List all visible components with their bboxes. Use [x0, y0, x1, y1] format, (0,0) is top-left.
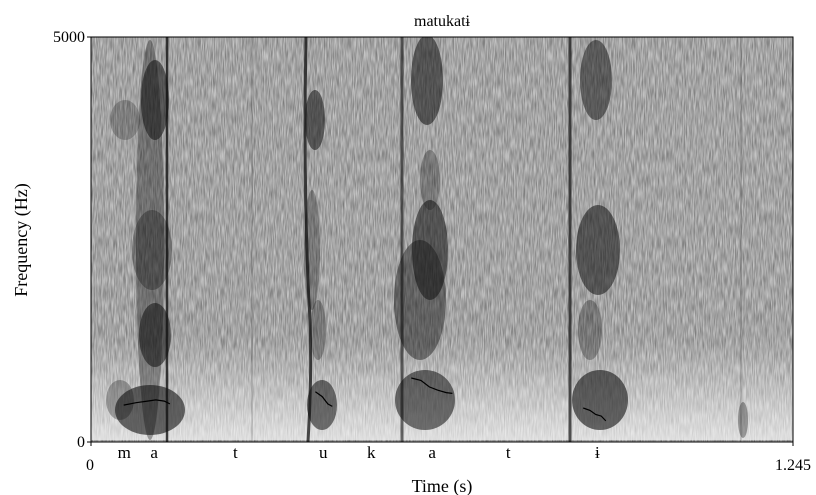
plot-frame [90, 36, 794, 443]
segment-label: m [118, 443, 131, 462]
segment-label: t [506, 443, 511, 462]
chart-title: matukatɨ [414, 13, 471, 30]
formant-trace-3 [583, 407, 607, 422]
y-tick-label-max: 5000 [53, 29, 85, 46]
formant-trace-2 [411, 377, 453, 394]
y-axis-label: Frequency (Hz) [11, 183, 32, 296]
formant-trace-1 [315, 391, 333, 407]
release-bursts [165, 37, 742, 442]
formant-traces [123, 377, 607, 422]
plot-area [91, 37, 793, 442]
y-tick-label-min: 0 [77, 434, 85, 451]
segment-label: t [233, 443, 238, 462]
energy-blobs [106, 37, 748, 440]
x-axis-label: Time (s) [412, 476, 473, 495]
segment-label: u [319, 443, 328, 462]
segment-label: ɨ [595, 443, 600, 462]
x-tick-label-max: 1.245 [775, 457, 811, 474]
segment-label: k [367, 443, 376, 462]
x-tick-label-min: 0 [86, 457, 94, 474]
formant-trace-0 [123, 399, 171, 406]
segment-label: a [428, 443, 436, 462]
segment-label: a [150, 443, 158, 462]
